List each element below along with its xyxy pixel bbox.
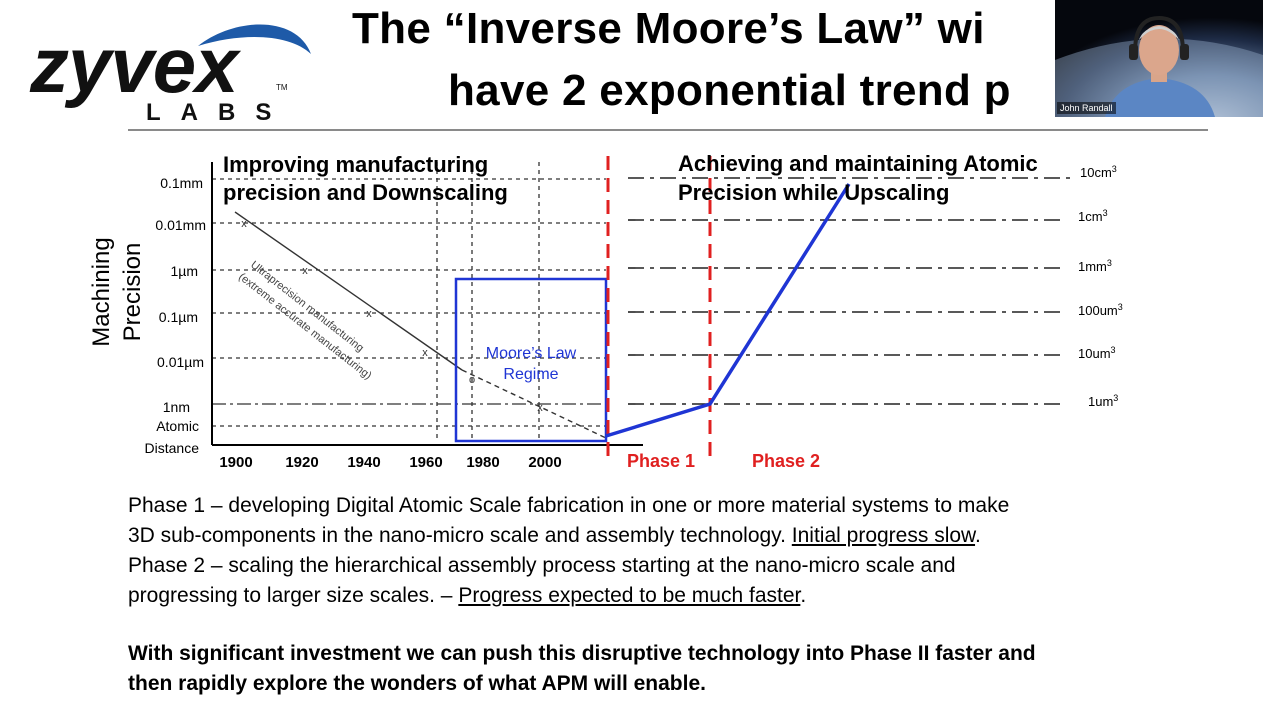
- phase1-line-2: 3D sub-components in the nano-micro scal…: [128, 524, 981, 547]
- participant-name-label: John Randall: [1057, 102, 1116, 114]
- phase2-description: Phase 2 – scaling the hierarchical assem…: [128, 551, 956, 611]
- investment-line-2: then rapidly explore the wonders of what…: [128, 672, 706, 695]
- moores-law-regime-box: [454, 277, 608, 443]
- headset-icon: [1133, 15, 1185, 53]
- phase1-line-1: Phase 1 – developing Digital Atomic Scal…: [128, 494, 1010, 517]
- right-heading-2: Precision while Upscaling: [678, 180, 949, 205]
- ultraprecision-trend-line: [234, 211, 463, 371]
- volume-label-10cm3: 10cm3: [1080, 164, 1117, 180]
- logo-sub: LABS: [146, 99, 291, 126]
- inverse-moores-law-chart: x x x x o x Ultraprecision manufacturing…: [88, 151, 1123, 471]
- x-tick-1960: 1960: [409, 454, 442, 471]
- right-heading-1: Achieving and maintaining Atomic: [678, 151, 1038, 176]
- slide-title-line-1: The “Inverse Moore’s Law” wi: [352, 4, 985, 53]
- phase2-label: Phase 2: [752, 451, 820, 471]
- y-tick-0.1um: 0.1µm: [159, 309, 198, 325]
- logo-swoosh: [198, 24, 311, 54]
- x-tick-1940: 1940: [347, 454, 380, 471]
- data-marker: o: [469, 374, 475, 386]
- y-axis-title-1: Machining: [88, 237, 115, 346]
- participant-video-tile[interactable]: John Randall: [1055, 0, 1263, 117]
- x-tick-1900: 1900: [219, 454, 252, 471]
- x-tick-2000: 2000: [528, 454, 561, 471]
- y-tick-1um: 1µm: [170, 263, 198, 279]
- data-marker: x: [241, 218, 247, 230]
- volume-label-1cm3: 1cm3: [1078, 208, 1108, 224]
- person-head: [1139, 25, 1179, 75]
- title-divider: [128, 129, 1208, 131]
- person-shoulders: [1105, 78, 1215, 117]
- logo-tm: TM: [276, 83, 288, 92]
- moores-law-label-1: Moore’s Law: [486, 345, 577, 362]
- y-axis-title-2: Precision: [119, 243, 146, 342]
- data-marker: x: [422, 347, 428, 359]
- investment-statement: With significant investment we can push …: [128, 639, 1036, 699]
- y-tick-0.01mm: 0.01mm: [155, 217, 206, 233]
- volume-label-10um3: 10um3: [1078, 345, 1116, 361]
- y-tick-1nm: 1nm: [163, 399, 190, 415]
- data-marker: x: [366, 308, 372, 320]
- logo-wordmark: zyvex: [29, 21, 242, 109]
- left-heading-2: precision and Downscaling: [223, 180, 508, 205]
- y-tick-atomic: Atomic: [156, 418, 199, 434]
- zyvex-labs-logo: zyvex TM LABS: [28, 14, 318, 126]
- phase1-label: Phase 1: [627, 451, 695, 471]
- volume-label-1um3: 1um3: [1088, 393, 1118, 409]
- moores-law-label-2: Regime: [503, 366, 558, 383]
- y-tick-0.01um: 0.01µm: [157, 354, 204, 370]
- volume-label-1mm3: 1mm3: [1078, 258, 1112, 274]
- progress-expected-faster: Progress expected to be much faster: [458, 584, 801, 607]
- volume-label-100um3: 100um3: [1078, 302, 1123, 318]
- left-heading-1: Improving manufacturing: [223, 152, 488, 177]
- data-marker: x: [302, 265, 308, 277]
- initial-progress-slow: Initial progress slow: [791, 524, 976, 547]
- x-tick-1920: 1920: [285, 454, 318, 471]
- slide-title-line-2: have 2 exponential trend p: [448, 66, 1011, 115]
- investment-line-1: With significant investment we can push …: [128, 642, 1036, 665]
- y-tick-0.1mm: 0.1mm: [160, 175, 203, 191]
- diag-label-2: (extreme accurate manufacturing): [236, 271, 373, 382]
- phase2-line-2: progressing to larger size scales. – Pro…: [128, 584, 807, 607]
- y-tick-distance: Distance: [145, 440, 200, 456]
- phase2-line-1: Phase 2 – scaling the hierarchical assem…: [128, 554, 956, 577]
- phase1-description: Phase 1 – developing Digital Atomic Scal…: [128, 491, 1009, 551]
- phase-trend-curve: [605, 183, 851, 438]
- x-tick-1980: 1980: [466, 454, 499, 471]
- data-marker: x: [537, 402, 543, 414]
